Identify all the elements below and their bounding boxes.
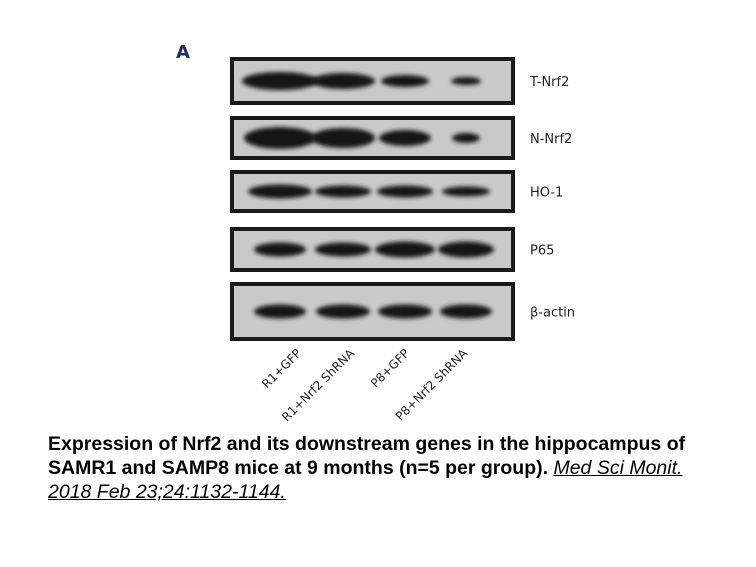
band xyxy=(451,77,481,85)
band xyxy=(254,304,306,319)
citation[interactable]: Med Sci Monit. 2018 Feb 23;24:1132-1144. xyxy=(48,457,683,503)
band xyxy=(315,242,371,257)
band xyxy=(244,127,316,149)
band xyxy=(378,304,432,319)
lane-label: P8+GFP xyxy=(368,346,412,390)
band xyxy=(248,184,312,199)
band xyxy=(438,241,494,258)
row-label: β-actin xyxy=(530,306,575,321)
band xyxy=(316,304,370,319)
figure: A T-Nrf2 N-Nrf2 HO-1 P65 β-actin R1+GFPR1+Nr… xyxy=(176,42,575,425)
row-label: N-Nrf2 xyxy=(530,132,572,147)
band xyxy=(375,241,435,258)
band xyxy=(452,133,480,143)
lane-label: R1+GFP xyxy=(259,346,304,391)
caption-text: Expression of Nrf2 and its downstream ge… xyxy=(48,433,686,479)
band xyxy=(377,185,433,198)
band xyxy=(254,242,306,257)
row-label: T-Nrf2 xyxy=(529,75,569,90)
panel-label: A xyxy=(176,42,190,63)
blots: T-Nrf2 N-Nrf2 HO-1 P65 β-actin xyxy=(230,57,575,341)
band xyxy=(440,304,492,319)
band xyxy=(442,186,490,197)
band xyxy=(242,72,318,90)
band xyxy=(311,73,375,89)
band xyxy=(311,128,375,148)
row-label: HO-1 xyxy=(530,186,563,201)
band xyxy=(315,185,371,198)
caption: Expression of Nrf2 and its downstream ge… xyxy=(48,432,728,504)
band xyxy=(381,75,429,87)
row-label: P65 xyxy=(530,244,554,259)
band xyxy=(379,130,431,146)
